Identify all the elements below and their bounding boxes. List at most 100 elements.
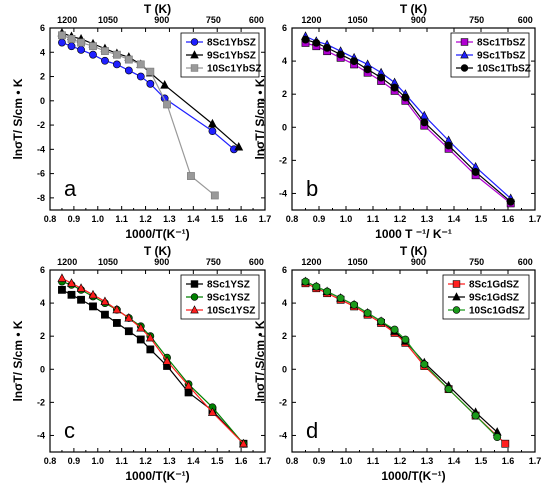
x-tick-label: 1.5 <box>475 214 488 224</box>
legend-marker <box>190 293 199 301</box>
data-point <box>444 385 453 394</box>
data-point <box>136 322 146 332</box>
data-point <box>136 335 145 344</box>
top-tick-label: 900 <box>154 15 169 25</box>
top-tick-label: 900 <box>411 15 426 25</box>
x-tick-label: 1.0 <box>92 456 105 466</box>
data-point <box>377 317 385 326</box>
top-tick-label: 750 <box>206 15 221 25</box>
x-tick-label: 1.3 <box>163 214 176 224</box>
data-point <box>77 295 85 304</box>
data-point <box>336 294 345 303</box>
data-point <box>301 277 310 286</box>
legend-label: 8Sc1TbSZ <box>477 38 525 49</box>
y-tick-label: 0 <box>282 364 287 374</box>
panel-letter: c <box>64 418 75 443</box>
legend: 8Sc1TbSZ 9Sc1TbSZ 10Sc1TbSZ <box>450 32 531 78</box>
data-point <box>506 197 515 206</box>
legend-marker <box>190 280 199 288</box>
data-point <box>89 302 97 311</box>
data-point <box>57 273 67 282</box>
top-tick-label: 900 <box>154 257 169 267</box>
x-tick-label: 1.7 <box>529 214 542 224</box>
x-tick-label: 0.9 <box>68 456 81 466</box>
data-point <box>112 319 121 327</box>
legend-label: 10Sc1YbSZ <box>207 64 261 75</box>
x-tick-label: 0.8 <box>286 456 299 466</box>
y-tick-label: 2 <box>282 331 287 341</box>
legend: 8Sc1GdSZ 9Sc1GdSZ 10Sc1GdSZ <box>442 274 530 320</box>
legend-label: 8Sc1YSZ <box>207 280 250 291</box>
top-tick-label: 600 <box>518 15 533 25</box>
data-point <box>207 118 217 128</box>
y-tick-label: -6 <box>37 169 45 179</box>
x-tick-label: 1.6 <box>235 214 248 224</box>
top-axis-title: T (K) <box>144 244 171 258</box>
legend-label: 10Sc1YSZ <box>207 306 255 317</box>
data-point <box>77 38 85 47</box>
top-axis-title: T (K) <box>400 2 427 16</box>
data-point <box>301 35 310 44</box>
data-point <box>67 278 76 287</box>
legend-marker <box>452 306 461 314</box>
x-tick-label: 1.5 <box>211 214 224 224</box>
y-tick-label: -2 <box>279 397 287 407</box>
data-point <box>336 50 345 59</box>
data-point <box>101 310 109 319</box>
x-tick-label: 1.2 <box>139 456 152 466</box>
series-10Sc1TbSZ <box>301 35 515 206</box>
data-point <box>146 79 155 88</box>
top-tick-label: 1050 <box>98 15 118 25</box>
x-axis-title: 1000/T(K⁻¹) <box>125 227 189 241</box>
top-tick-label: 900 <box>411 257 426 267</box>
chart-panel-c: 0.8 0.9 1.0 1.1 1.2 1.3 1.4 1.5 1.6 1.7 -4 -2 0 2 4 6 12… <box>11 244 271 483</box>
data-point <box>124 313 134 322</box>
y-axis-title: lnσT/ S/cm • K <box>11 320 25 401</box>
data-point <box>101 47 109 55</box>
panel-letter: a <box>64 176 77 201</box>
data-point <box>401 93 410 102</box>
legend-marker <box>190 38 199 46</box>
data-point <box>124 327 133 336</box>
chart-panel-a: 0.8 0.9 1.0 1.1 1.2 1.3 1.4 1.5 1.6 1.7 -8 -6 -4 -2 0 2… <box>11 2 271 241</box>
series-10Sc1YbSZ <box>58 31 219 200</box>
data-point <box>58 31 66 40</box>
legend-marker <box>190 305 199 314</box>
chart-panel-b: 0.8 0.9 1.0 1.1 1.2 1.3 1.4 1.5 1.6 1.7 -4 -2 0 2 4 6 12… <box>253 2 541 241</box>
x-tick-label: 1.3 <box>421 214 434 224</box>
y-tick-label: 2 <box>40 72 45 82</box>
series-10Sc1YSZ <box>57 273 248 448</box>
data-point <box>390 325 399 334</box>
x-tick-label: 0.8 <box>44 214 57 224</box>
data-point <box>350 300 358 309</box>
data-point <box>58 285 66 294</box>
data-point <box>101 56 109 65</box>
data-point <box>100 296 110 305</box>
y-tick-label: 6 <box>40 23 45 33</box>
data-point <box>501 439 510 448</box>
x-tick-label: 0.8 <box>286 214 299 224</box>
legend-marker <box>460 50 469 59</box>
top-axis-title: T (K) <box>400 244 427 258</box>
x-tick-label: 1.3 <box>421 456 434 466</box>
legend-marker <box>460 38 469 46</box>
y-tick-label: 4 <box>40 47 45 57</box>
x-tick-label: 0.8 <box>44 456 57 466</box>
y-tick-label: 6 <box>40 265 45 275</box>
y-tick-label: -4 <box>37 144 45 154</box>
x-axis-title: 1000 T ⁻¹/ K⁻¹ <box>375 227 452 241</box>
legend-label: 9Sc1YbSZ <box>207 51 256 62</box>
y-tick-label: 0 <box>40 96 45 106</box>
data-point <box>234 141 244 151</box>
x-tick-label: 1.7 <box>529 456 542 466</box>
top-tick-label: 1200 <box>301 257 321 267</box>
y-tick-label: 4 <box>40 298 45 308</box>
data-point <box>471 411 480 420</box>
x-tick-label: 1.6 <box>502 456 515 466</box>
legend-marker <box>452 292 461 301</box>
data-point <box>493 433 502 442</box>
y-tick-label: -4 <box>37 430 45 440</box>
data-point <box>146 345 155 354</box>
legend-marker <box>460 64 469 72</box>
